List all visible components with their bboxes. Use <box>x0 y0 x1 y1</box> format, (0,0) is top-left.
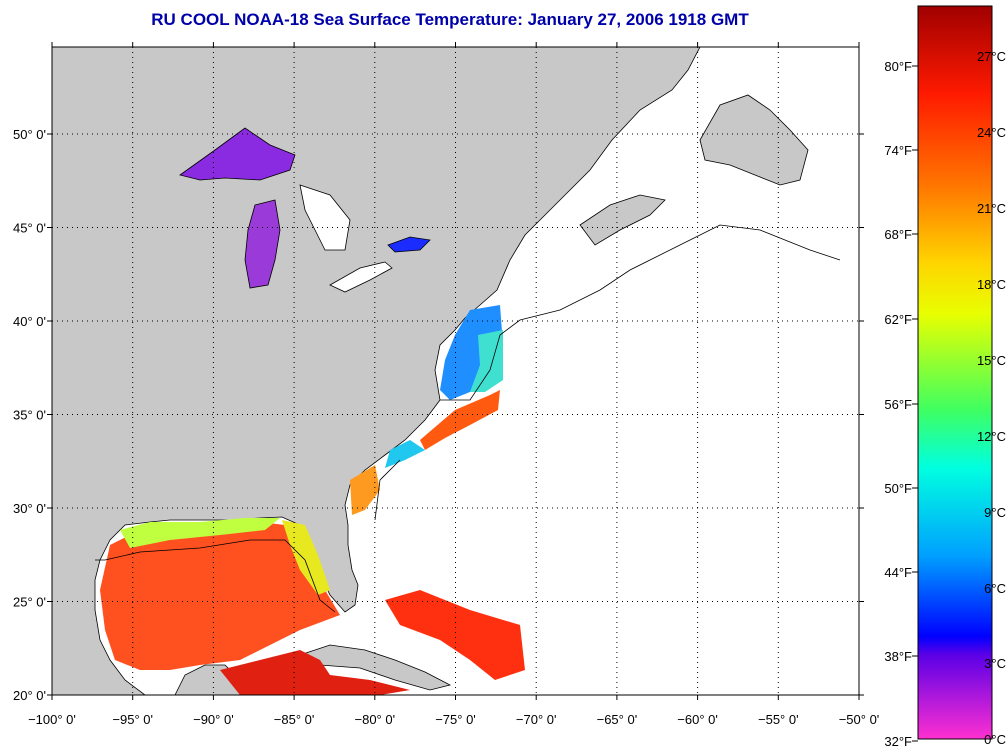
contour-600ft <box>95 224 841 613</box>
colorbar-c-label: 15°C <box>977 353 1006 368</box>
colorbar-f-label: 44°F <box>884 565 912 580</box>
colorbar-c-label: 9°C <box>984 505 1006 520</box>
colorbar-f-label: 50°F <box>884 481 912 496</box>
colorbar-c-label: 27°C <box>977 49 1006 64</box>
colorbar-f-label: 38°F <box>884 649 912 664</box>
graticule <box>52 47 859 696</box>
lat-tick-label: 35° 0' <box>13 408 46 423</box>
lon-tick-label: −95° 0' <box>112 712 153 727</box>
colorbar-c-label: 18°C <box>977 277 1006 292</box>
map-title: RU COOL NOAA-18 Sea Surface Temperature:… <box>151 10 749 29</box>
lake-superior-sst <box>179 127 296 181</box>
florida-coast-sst <box>350 465 380 515</box>
lat-tick-label: 30° 0' <box>13 501 46 516</box>
lon-tick-label: −75° 0' <box>435 712 476 727</box>
colorbar-celsius-labels: 27°C 24°C 21°C 18°C 15°C 12°C 9°C 6°C 3°C 0°C <box>977 49 1006 747</box>
colorbar-f-label: 74°F <box>884 143 912 158</box>
colorbar-f-label: 56°F <box>884 397 912 412</box>
lake-huron <box>299 184 351 251</box>
lake-erie <box>329 261 393 293</box>
lon-tick-label: −70° 0' <box>516 712 557 727</box>
colorbar-c-label: 6°C <box>984 581 1006 596</box>
lat-tick-label: 40° 0' <box>13 314 46 329</box>
colorbar-c-label: 24°C <box>977 125 1006 140</box>
colorbar-c-label: 12°C <box>977 429 1006 444</box>
colorbar-f-label: 80°F <box>884 59 912 74</box>
lon-tick-label: −55° 0' <box>758 712 799 727</box>
gulf-north-shelf-sst <box>120 518 280 548</box>
lon-tick-label: −85° 0' <box>274 712 315 727</box>
caribbean-sst <box>220 650 410 695</box>
lat-tick-label: 50° 0' <box>13 127 46 142</box>
colorbar-f-label: 62°F <box>884 312 912 327</box>
colorbar-fahrenheit-labels: 80°F 74°F 68°F 62°F 56°F 50°F 44°F 38°F 32°F <box>884 59 918 749</box>
newfoundland-land <box>699 94 809 186</box>
lon-tick-label: −100° 0' <box>28 712 76 727</box>
southeast-coast-sst <box>385 440 425 468</box>
gulf-of-mexico-sst <box>100 522 340 670</box>
nova-scotia-land <box>579 194 666 246</box>
colorbar-c-label: 3°C <box>984 656 1006 671</box>
gulf-shelf-sst <box>282 520 330 595</box>
lat-tick-label: 25° 0' <box>13 595 46 610</box>
colorbar-c-label: 21°C <box>977 201 1006 216</box>
colorbar-c-label: 0°C <box>984 732 1006 747</box>
colorbar-f-label: 32°F <box>884 734 912 749</box>
lon-tick-label: −65° 0' <box>597 712 638 727</box>
lon-tick-label: −50° 0' <box>839 712 880 727</box>
colorbar-f-label: 68°F <box>884 227 912 242</box>
longitude-axis: −100° 0' −95° 0' −90° 0' −85° 0' −80° 0' −75°… <box>28 42 879 727</box>
lon-tick-label: −80° 0' <box>355 712 396 727</box>
atlantic-sst-mid <box>470 330 503 392</box>
colorbar <box>917 5 993 740</box>
north-america-land <box>52 47 701 695</box>
lake-ontario-sst <box>387 236 431 253</box>
latitude-axis: 20° 0' 25° 0' 30° 0' 35° 0' 40° 0' 45° 0' 50° … <box>13 127 864 703</box>
lat-tick-label: 45° 0' <box>13 221 46 236</box>
lon-tick-label: −60° 0' <box>677 712 718 727</box>
bahamas-sst <box>385 590 525 680</box>
lake-michigan-sst <box>244 199 281 289</box>
lat-tick-label: 20° 0' <box>13 688 46 703</box>
lon-tick-label: −90° 0' <box>193 712 234 727</box>
gulf-stream-sst <box>420 390 500 450</box>
